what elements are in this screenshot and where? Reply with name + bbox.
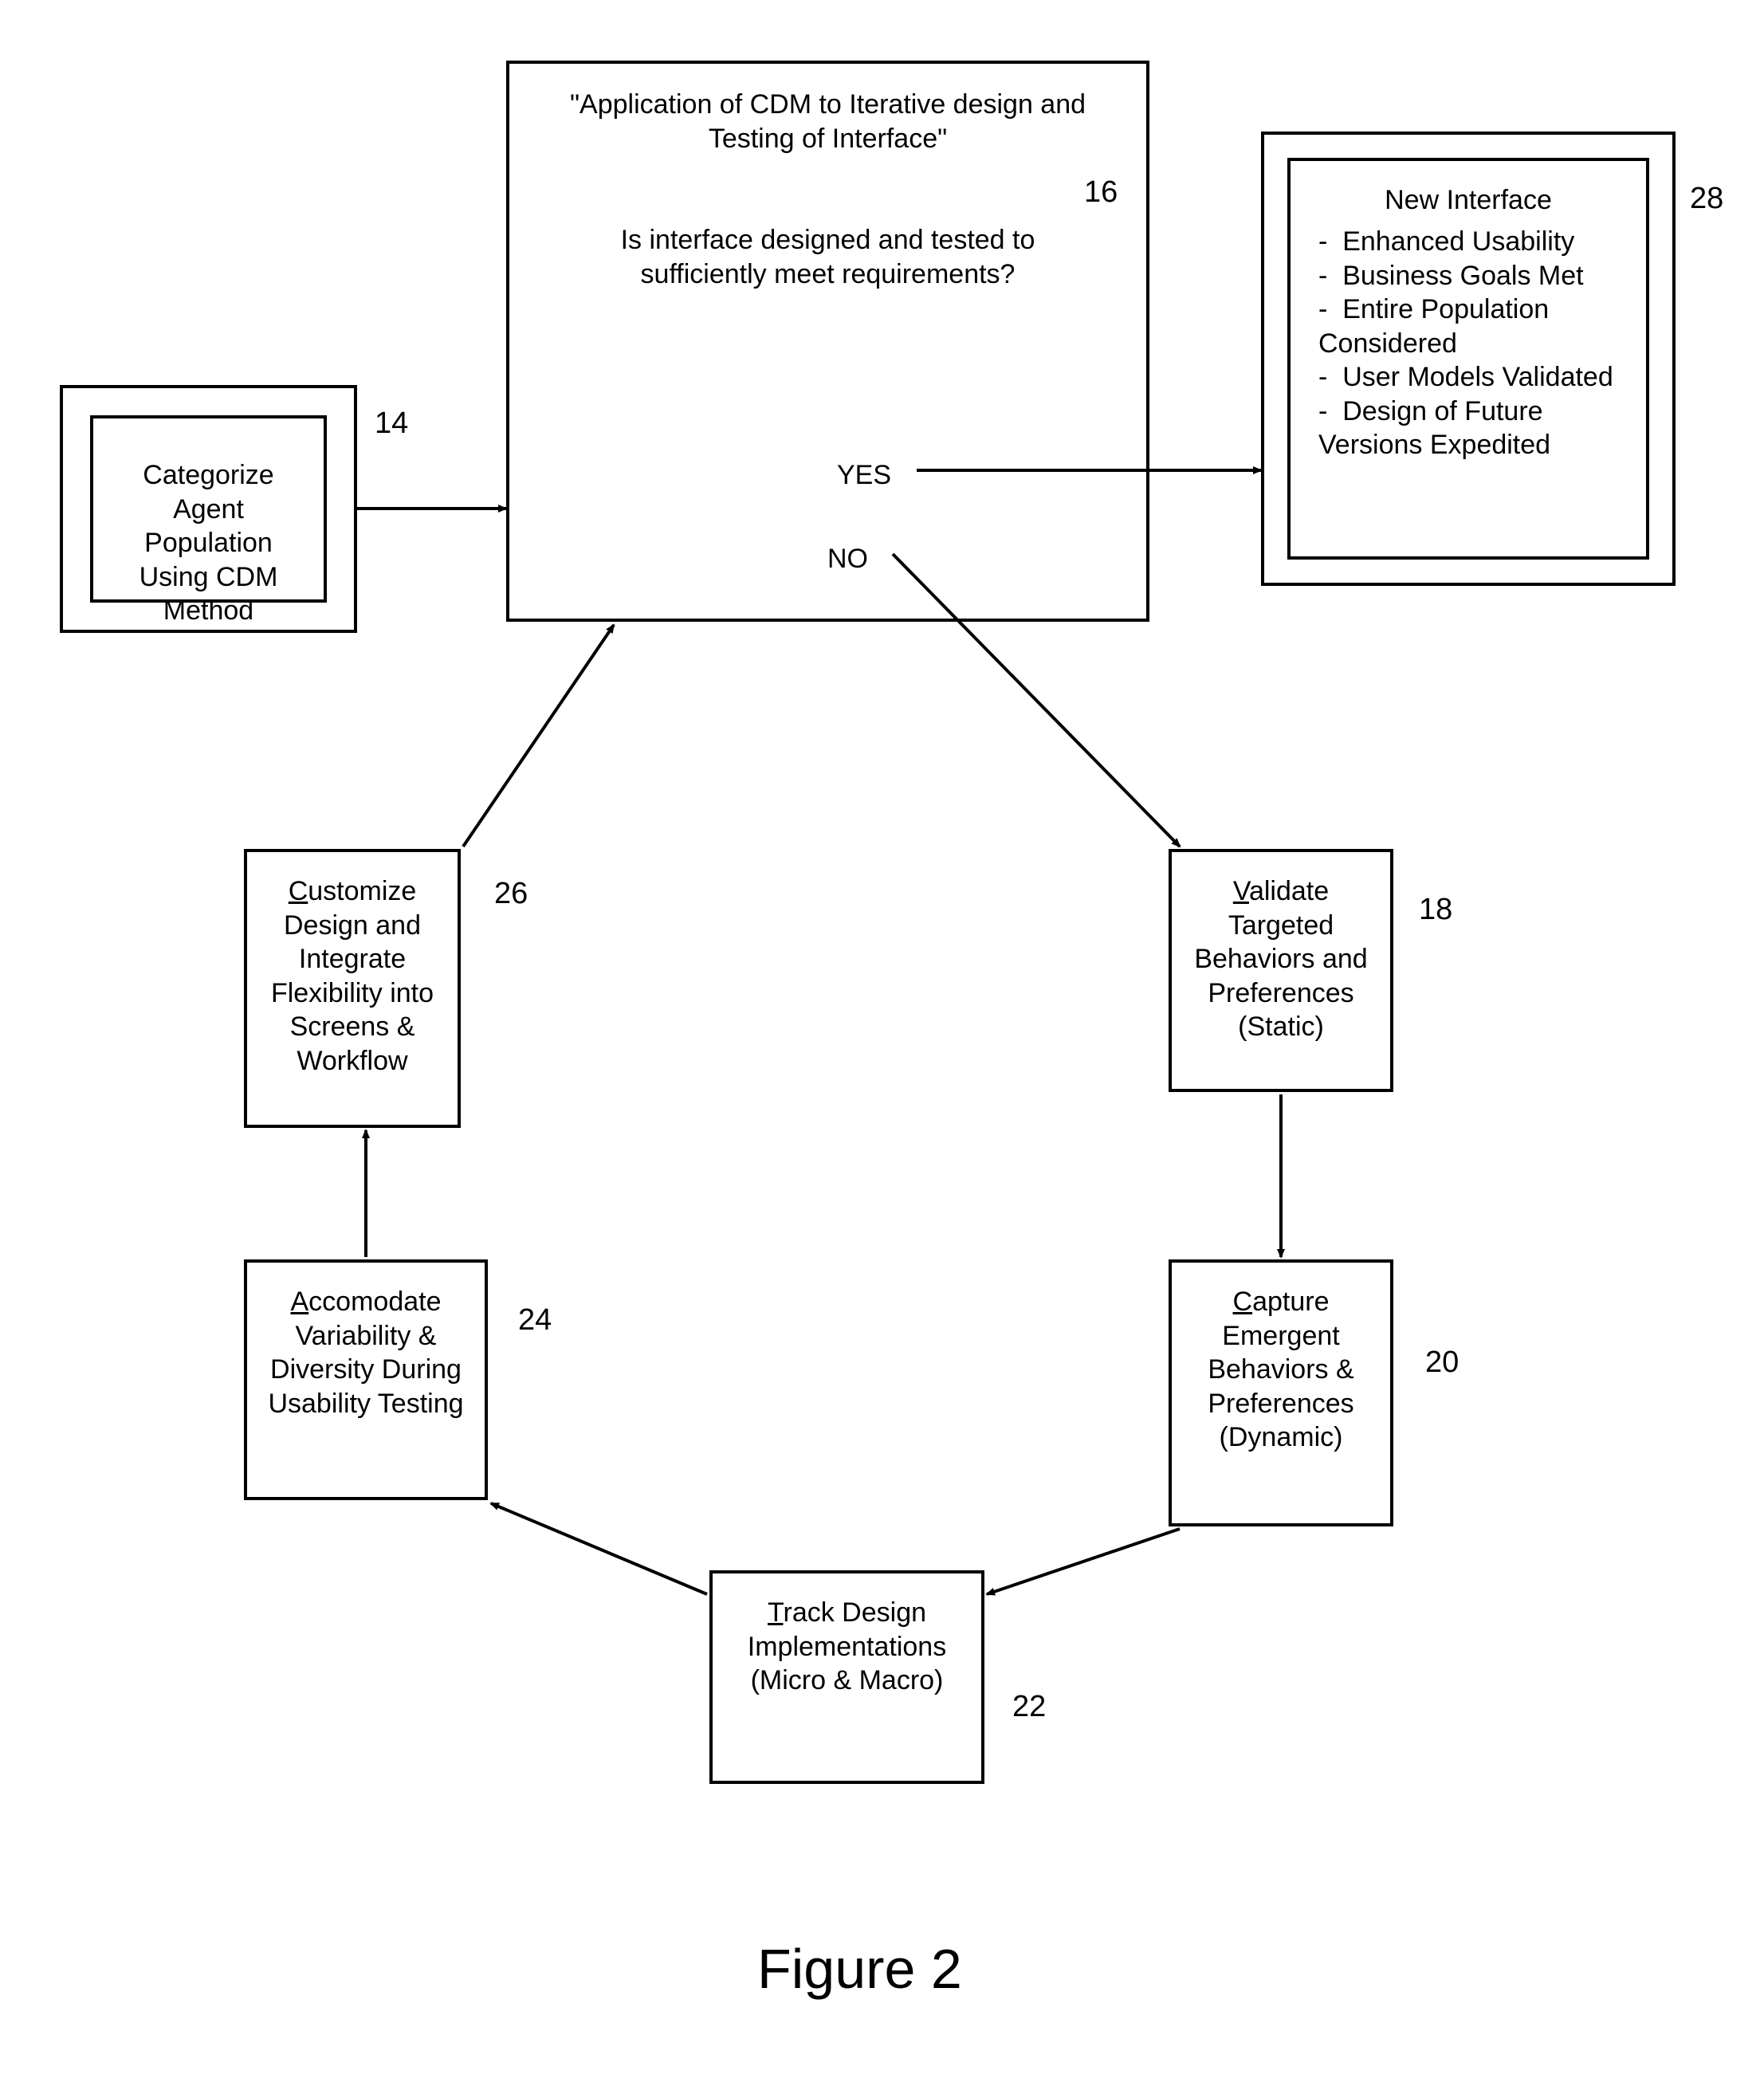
node-28-bullets: - Enhanced Usability- Business Goals Met… [1318, 225, 1626, 462]
node-26-ref: 26 [494, 877, 528, 911]
node-28-heading: New Interface [1291, 183, 1646, 218]
node-18-text: Validate Targeted Behaviors and Preferen… [1186, 874, 1376, 1044]
node-16-box: "Application of CDM to Iterative design … [506, 61, 1149, 622]
node-24-box: Accomodate Variability & Diversity Durin… [244, 1259, 488, 1500]
node-18-ref: 18 [1419, 893, 1452, 927]
node-22-ref: 22 [1012, 1690, 1046, 1724]
node-28-ref: 28 [1690, 182, 1723, 216]
no-label: NO [827, 542, 868, 576]
node-16-question: Is interface designed and tested to suff… [557, 223, 1098, 291]
node-22-box: Track Design Implementations (Micro & Ma… [709, 1570, 984, 1784]
node-26-box: Customize Design and Integrate Flexibili… [244, 849, 461, 1128]
node-20-text: Capture Emergent Behaviors & Preferences… [1186, 1285, 1376, 1455]
node-24-text: Accomodate Variability & Diversity Durin… [261, 1285, 470, 1420]
node-14-ref: 14 [375, 407, 408, 441]
node-20-ref: 20 [1425, 1346, 1459, 1380]
node-16-ref: 16 [1084, 175, 1118, 210]
node-22-text: Track Design Implementations (Micro & Ma… [733, 1596, 961, 1698]
node-28-inner: New Interface - Enhanced Usability- Busi… [1287, 158, 1649, 560]
node-20-box: Capture Emergent Behaviors & Preferences… [1169, 1259, 1393, 1526]
node-16-title: "Application of CDM to Iterative design … [557, 88, 1098, 155]
yes-label: YES [837, 458, 891, 493]
node-14-text: Categorize Agent Population Using CDM Me… [109, 458, 308, 628]
figure-caption: Figure 2 [757, 1937, 962, 2001]
node-24-ref: 24 [518, 1303, 552, 1338]
node-18-box: Validate Targeted Behaviors and Preferen… [1169, 849, 1393, 1092]
node-26-text: Customize Design and Integrate Flexibili… [261, 874, 443, 1078]
node-14-inner: Categorize Agent Population Using CDM Me… [90, 415, 327, 603]
